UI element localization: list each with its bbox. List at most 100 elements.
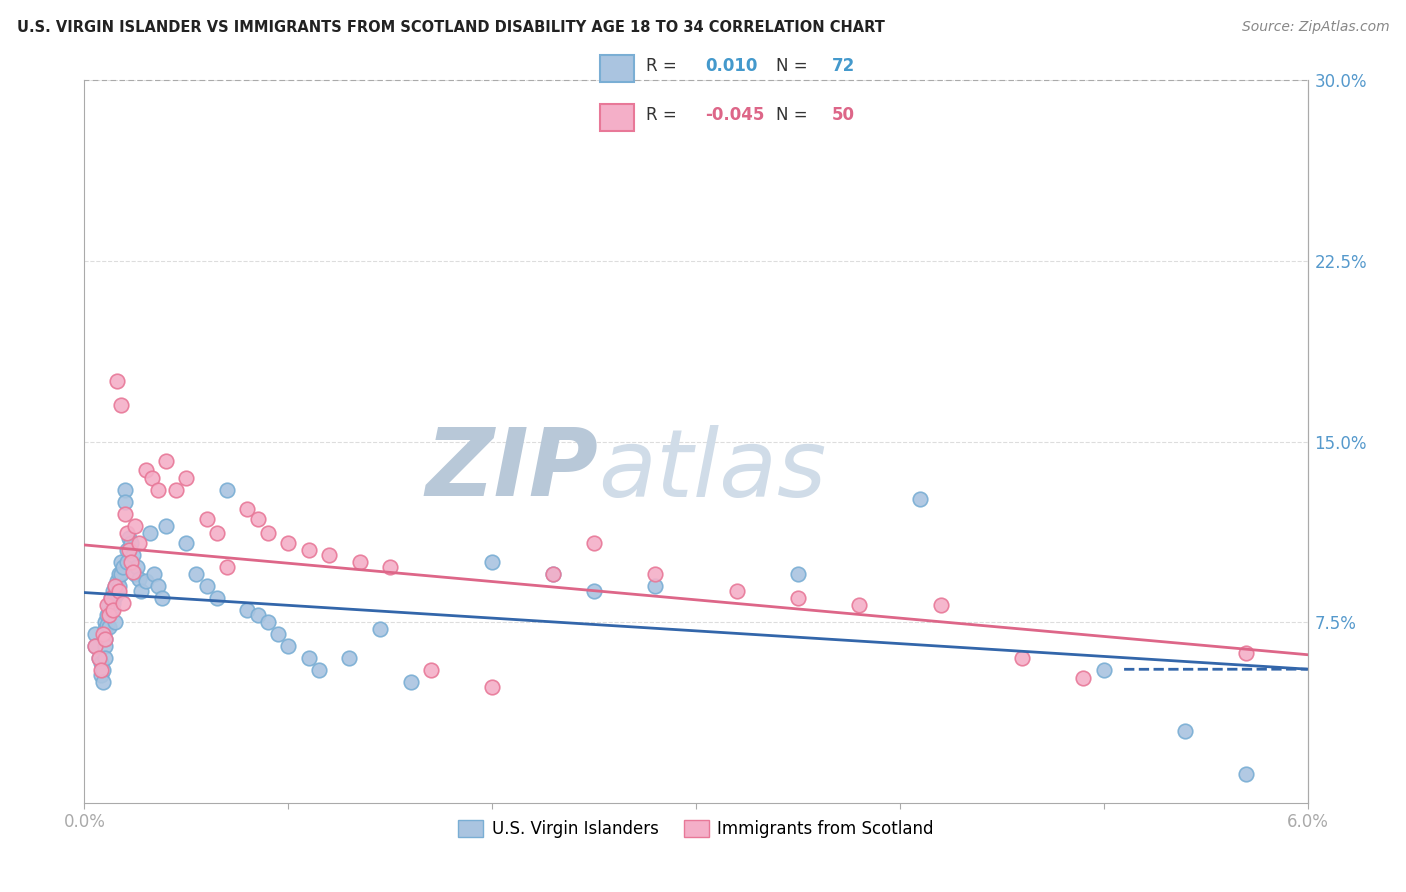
Point: [114, 494, 136, 508]
Point: [349, 555, 371, 569]
Point: [277, 535, 299, 549]
Text: N =: N =: [776, 57, 813, 75]
Point: [93, 651, 117, 665]
Point: [97, 606, 120, 620]
Legend: U.S. Virgin Islanders, Immigrants from Scotland: U.S. Virgin Islanders, Immigrants from S…: [451, 814, 941, 845]
Point: [93, 615, 117, 630]
Point: [118, 531, 141, 545]
Point: [97, 620, 120, 634]
Text: R =: R =: [647, 106, 682, 124]
Point: [115, 542, 138, 557]
Point: [105, 574, 128, 589]
Point: [257, 526, 280, 541]
Point: [176, 535, 198, 549]
Point: [368, 623, 391, 637]
Point: [1073, 671, 1095, 685]
Text: Source: ZipAtlas.com: Source: ZipAtlas.com: [1241, 20, 1389, 34]
Text: 72: 72: [832, 57, 855, 75]
Point: [142, 567, 165, 582]
Text: 0.010: 0.010: [704, 57, 758, 75]
Point: [195, 579, 218, 593]
Point: [277, 639, 299, 653]
Point: [339, 651, 361, 665]
Point: [380, 559, 402, 574]
Point: [128, 572, 150, 586]
Point: [127, 559, 149, 574]
Point: [205, 591, 228, 605]
Point: [108, 567, 131, 582]
Point: [104, 615, 127, 630]
Point: [93, 639, 117, 653]
Point: [135, 574, 157, 589]
Point: [100, 603, 122, 617]
Point: [115, 526, 138, 541]
Point: [112, 559, 135, 574]
Point: [120, 535, 142, 549]
Text: U.S. VIRGIN ISLANDER VS IMMIGRANTS FROM SCOTLAND DISABILITY AGE 18 TO 34 CORRELA: U.S. VIRGIN ISLANDER VS IMMIGRANTS FROM …: [17, 20, 884, 35]
Point: [217, 483, 239, 497]
Text: ZIP: ZIP: [425, 425, 598, 516]
Text: -0.045: -0.045: [704, 106, 765, 124]
FancyBboxPatch shape: [600, 55, 634, 82]
Point: [112, 596, 135, 610]
Point: [93, 632, 117, 646]
Point: [93, 623, 117, 637]
Point: [114, 483, 136, 497]
Point: [91, 664, 114, 678]
Point: [97, 607, 120, 622]
Point: [1236, 647, 1258, 661]
Point: [105, 374, 128, 388]
Point: [87, 651, 110, 665]
Point: [90, 656, 112, 670]
Point: [101, 596, 124, 610]
Point: [583, 535, 606, 549]
Point: [644, 567, 666, 582]
Point: [543, 567, 565, 582]
Point: [318, 548, 340, 562]
Point: [929, 599, 952, 613]
Point: [105, 586, 128, 600]
Point: [90, 664, 112, 678]
Point: [141, 470, 163, 484]
Point: [90, 668, 112, 682]
Point: [83, 639, 105, 653]
Point: [165, 483, 187, 497]
Point: [176, 470, 198, 484]
Point: [420, 664, 443, 678]
Point: [100, 591, 122, 605]
Point: [104, 579, 127, 593]
Text: N =: N =: [776, 106, 813, 124]
Point: [186, 567, 208, 582]
Point: [104, 579, 127, 593]
Point: [644, 579, 666, 593]
Point: [246, 511, 269, 525]
Point: [267, 627, 290, 641]
Point: [101, 603, 124, 617]
Point: [87, 651, 110, 665]
Point: [118, 542, 141, 557]
Point: [308, 664, 330, 678]
Point: [110, 555, 132, 569]
Text: 50: 50: [832, 106, 855, 124]
Point: [399, 675, 422, 690]
Point: [1092, 664, 1115, 678]
Point: [96, 607, 118, 622]
Point: [110, 398, 132, 412]
Point: [910, 492, 932, 507]
Point: [124, 518, 146, 533]
Point: [257, 615, 280, 630]
FancyBboxPatch shape: [600, 104, 634, 131]
Point: [108, 579, 131, 593]
Point: [83, 639, 105, 653]
Point: [110, 567, 132, 582]
Point: [848, 599, 870, 613]
Point: [298, 651, 321, 665]
Point: [120, 555, 142, 569]
Point: [1174, 723, 1197, 738]
Point: [1236, 767, 1258, 781]
Point: [195, 511, 218, 525]
Point: [236, 603, 259, 617]
Point: [135, 463, 157, 477]
Point: [124, 567, 146, 582]
Point: [104, 589, 127, 603]
